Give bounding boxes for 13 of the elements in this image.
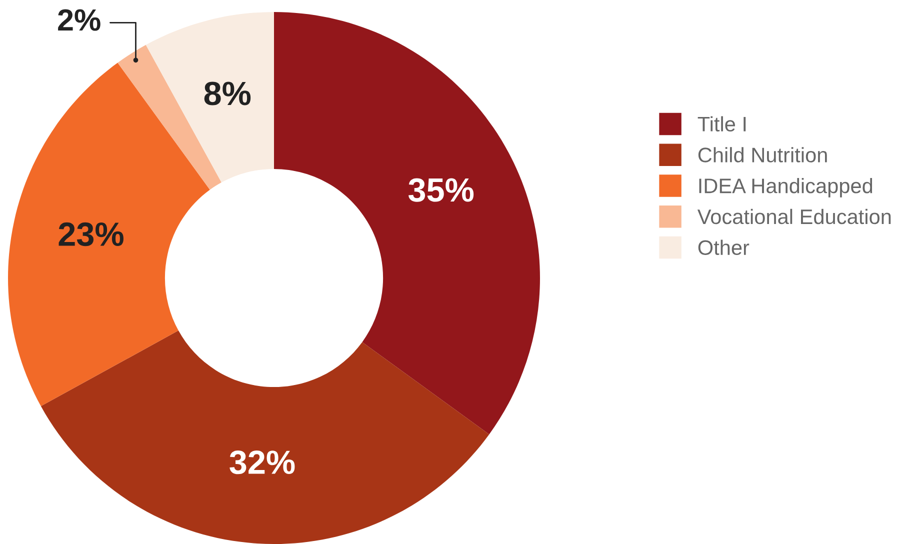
legend-label: Vocational Education (697, 208, 891, 224)
data-label: 2% (58, 9, 100, 31)
data-label: 35% (408, 178, 474, 202)
data-label: 32% (230, 450, 295, 474)
donut-slice (146, 12, 274, 182)
legend-label: Other (698, 240, 750, 256)
data-label: 23% (58, 222, 124, 246)
legend-label: IDEA Handicapped (699, 178, 872, 198)
data-label: 8% (204, 82, 251, 106)
donut-slice (274, 12, 540, 434)
legend-label: Child Nutrition (698, 147, 827, 162)
legend-label: Title I (698, 116, 746, 132)
donut-slice (40, 330, 490, 544)
